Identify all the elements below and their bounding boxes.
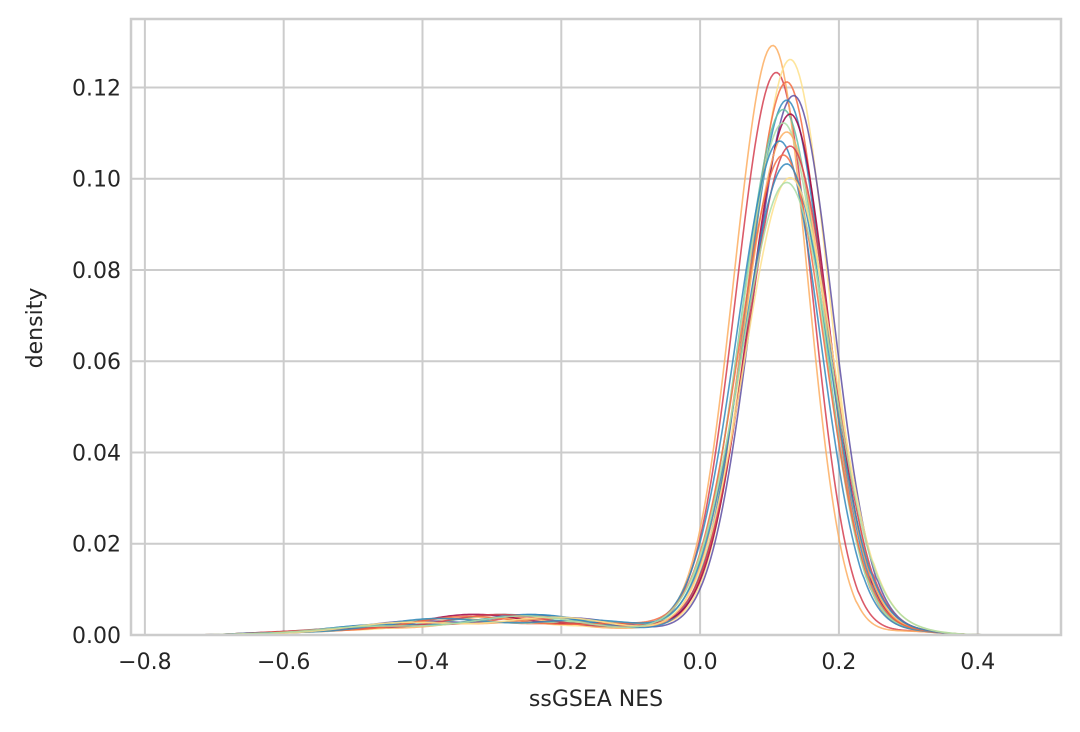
y-tick-label: 0.06 bbox=[72, 350, 121, 375]
kde-series-line bbox=[185, 140, 1035, 636]
grid bbox=[131, 19, 1061, 636]
kde-series-line bbox=[185, 44, 1035, 636]
kde-series-line bbox=[185, 145, 1035, 636]
kde-series-line bbox=[185, 81, 1035, 636]
y-tick-label: 0.04 bbox=[72, 441, 121, 466]
kde-series-line bbox=[185, 108, 1035, 636]
y-tick-label: 0.02 bbox=[72, 533, 121, 558]
kde-series-line bbox=[185, 99, 1035, 636]
x-tick-label: 0.0 bbox=[683, 650, 718, 675]
kde-series-line bbox=[185, 131, 1035, 636]
kde-series-line bbox=[185, 58, 1035, 636]
kde-series-line bbox=[185, 176, 1035, 636]
kde-series-line bbox=[185, 154, 1035, 636]
y-axis: 0.00 0.02 0.04 0.06 0.08 0.10 0.12 bbox=[72, 76, 121, 649]
x-tick-label: −0.4 bbox=[396, 650, 449, 675]
kde-series-line bbox=[185, 163, 1035, 636]
x-tick-label: −0.8 bbox=[118, 650, 171, 675]
y-tick-label: 0.00 bbox=[72, 624, 121, 649]
kde-series-line bbox=[185, 113, 1035, 636]
kde-series-line bbox=[185, 122, 1035, 636]
y-tick-label: 0.08 bbox=[72, 259, 121, 284]
x-tick-label: 0.2 bbox=[821, 650, 856, 675]
kde-series-line bbox=[185, 181, 1035, 636]
kde-series-line bbox=[185, 71, 1035, 636]
kde-series bbox=[185, 44, 1035, 636]
y-tick-label: 0.10 bbox=[72, 168, 121, 193]
x-tick-label: 0.4 bbox=[960, 650, 995, 675]
x-tick-label: −0.2 bbox=[535, 650, 588, 675]
x-tick-label: −0.6 bbox=[257, 650, 310, 675]
x-axis: −0.8 −0.6 −0.4 −0.2 0.0 0.2 0.4 bbox=[118, 650, 995, 675]
y-tick-label: 0.12 bbox=[72, 76, 121, 101]
x-axis-label: ssGSEA NES bbox=[529, 687, 663, 712]
y-axis-label: density bbox=[23, 288, 48, 369]
plot-frame bbox=[129, 17, 1063, 637]
kde-series-line bbox=[185, 94, 1035, 636]
